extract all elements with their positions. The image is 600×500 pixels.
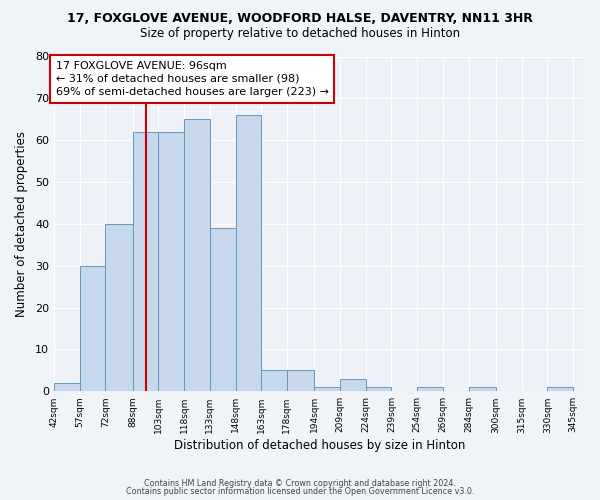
Bar xyxy=(133,132,158,392)
Bar xyxy=(80,266,106,392)
Bar xyxy=(314,387,340,392)
Bar xyxy=(158,132,184,392)
Bar xyxy=(236,115,261,392)
Bar xyxy=(106,224,133,392)
Bar xyxy=(54,383,80,392)
Bar xyxy=(547,387,573,392)
Bar xyxy=(184,120,210,392)
Text: Size of property relative to detached houses in Hinton: Size of property relative to detached ho… xyxy=(140,28,460,40)
Text: Contains HM Land Registry data © Crown copyright and database right 2024.: Contains HM Land Registry data © Crown c… xyxy=(144,478,456,488)
Bar xyxy=(287,370,314,392)
Bar xyxy=(366,387,391,392)
Text: Contains public sector information licensed under the Open Government Licence v3: Contains public sector information licen… xyxy=(126,487,474,496)
Bar xyxy=(469,387,496,392)
Text: 17, FOXGLOVE AVENUE, WOODFORD HALSE, DAVENTRY, NN11 3HR: 17, FOXGLOVE AVENUE, WOODFORD HALSE, DAV… xyxy=(67,12,533,26)
X-axis label: Distribution of detached houses by size in Hinton: Distribution of detached houses by size … xyxy=(174,440,465,452)
Bar xyxy=(340,379,366,392)
Bar xyxy=(261,370,287,392)
Y-axis label: Number of detached properties: Number of detached properties xyxy=(15,131,28,317)
Bar xyxy=(417,387,443,392)
Text: 17 FOXGLOVE AVENUE: 96sqm
← 31% of detached houses are smaller (98)
69% of semi-: 17 FOXGLOVE AVENUE: 96sqm ← 31% of detac… xyxy=(56,60,329,97)
Bar xyxy=(210,228,236,392)
